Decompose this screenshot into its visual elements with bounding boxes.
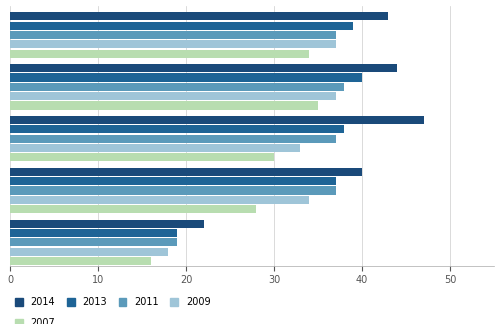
Bar	[10, 31, 336, 39]
Bar	[10, 83, 344, 91]
Bar	[10, 186, 336, 195]
Bar	[10, 125, 344, 133]
Bar	[10, 101, 318, 110]
Bar	[10, 22, 353, 30]
Bar	[10, 12, 389, 20]
Bar	[10, 40, 336, 48]
Bar	[10, 238, 177, 247]
Bar	[10, 229, 177, 237]
Bar	[10, 116, 423, 124]
Bar	[10, 168, 362, 176]
Bar	[10, 248, 168, 256]
Bar	[10, 92, 336, 100]
Bar	[10, 196, 309, 204]
Bar	[10, 177, 336, 185]
Bar	[10, 153, 274, 161]
Bar	[10, 257, 151, 265]
Bar	[10, 205, 257, 213]
Legend: 2007: 2007	[15, 318, 55, 324]
Bar	[10, 50, 309, 58]
Bar	[10, 74, 362, 82]
Bar	[10, 64, 397, 72]
Bar	[10, 144, 300, 152]
Bar	[10, 220, 204, 228]
Bar	[10, 134, 336, 143]
